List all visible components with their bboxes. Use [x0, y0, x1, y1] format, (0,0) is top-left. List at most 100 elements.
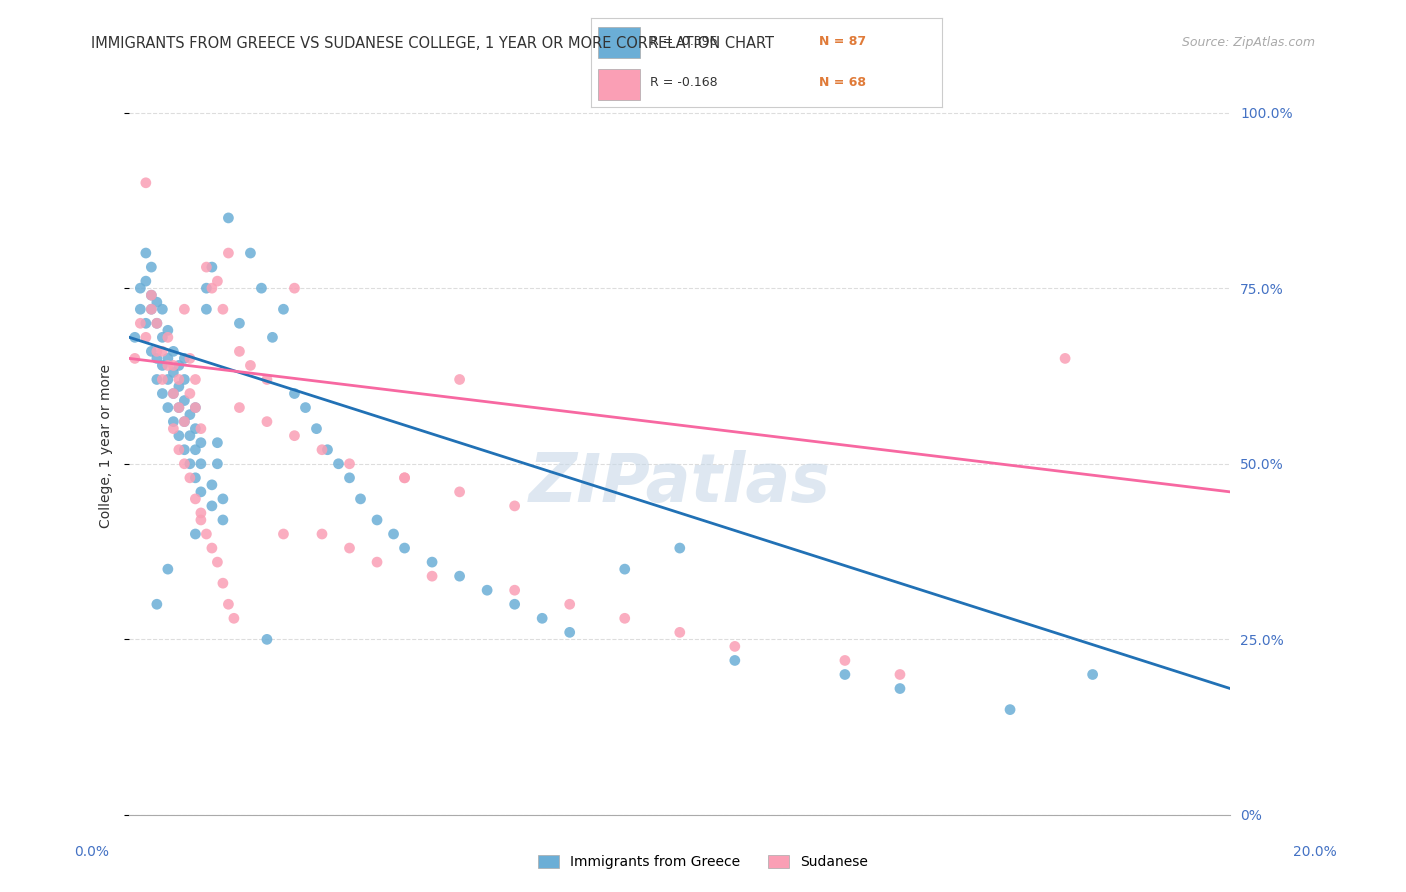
Point: [179, 457, 201, 471]
Point: [195, 260, 218, 274]
Point: [179, 408, 201, 422]
Point: [156, 372, 179, 386]
Point: [162, 366, 184, 380]
Point: [283, 386, 305, 401]
Point: [311, 527, 333, 541]
Point: [150, 302, 173, 317]
Point: [222, 611, 245, 625]
Point: [156, 401, 179, 415]
Point: [262, 330, 284, 344]
Point: [167, 359, 190, 373]
Point: [167, 401, 190, 415]
Point: [190, 513, 212, 527]
Point: [190, 484, 212, 499]
Point: [184, 471, 207, 485]
Point: [141, 288, 163, 302]
Point: [228, 344, 250, 359]
Point: [311, 442, 333, 457]
Text: Source: ZipAtlas.com: Source: ZipAtlas.com: [1181, 36, 1315, 49]
Point: [150, 330, 173, 344]
Point: [239, 359, 262, 373]
Point: [184, 401, 207, 415]
Point: [179, 351, 201, 366]
Point: [173, 415, 195, 429]
Point: [201, 478, 224, 492]
Point: [201, 281, 224, 295]
Point: [195, 302, 218, 317]
Point: [195, 527, 218, 541]
Point: [167, 428, 190, 442]
Point: [173, 415, 195, 429]
Point: [889, 681, 911, 696]
Point: [184, 527, 207, 541]
Point: [366, 555, 388, 569]
Point: [129, 281, 152, 295]
Point: [135, 316, 157, 330]
Point: [256, 632, 278, 647]
Point: [207, 435, 229, 450]
Point: [217, 246, 239, 260]
Point: [834, 667, 856, 681]
Point: [150, 372, 173, 386]
Point: [228, 316, 250, 330]
Point: [212, 302, 235, 317]
Point: [141, 260, 163, 274]
Point: [283, 428, 305, 442]
Text: R = -0.168: R = -0.168: [650, 77, 718, 89]
Text: R = -0.396: R = -0.396: [650, 36, 718, 48]
Point: [146, 316, 169, 330]
Point: [141, 302, 163, 317]
Point: [179, 471, 201, 485]
Y-axis label: College, 1 year or more: College, 1 year or more: [100, 364, 114, 528]
Point: [239, 246, 262, 260]
Point: [207, 274, 229, 288]
Point: [316, 442, 339, 457]
Point: [273, 302, 295, 317]
Point: [998, 703, 1021, 717]
Point: [179, 386, 201, 401]
Point: [668, 541, 690, 555]
Point: [382, 527, 405, 541]
Text: 20.0%: 20.0%: [1292, 845, 1337, 859]
Point: [141, 288, 163, 302]
Point: [162, 386, 184, 401]
Text: N = 87: N = 87: [818, 36, 866, 48]
Point: [156, 359, 179, 373]
Point: [366, 513, 388, 527]
Point: [156, 562, 179, 576]
Point: [394, 541, 416, 555]
Point: [184, 401, 207, 415]
Point: [449, 484, 471, 499]
Point: [724, 640, 747, 654]
Point: [394, 471, 416, 485]
Point: [558, 597, 581, 611]
Point: [212, 491, 235, 506]
Point: [162, 386, 184, 401]
Point: [449, 372, 471, 386]
Point: [503, 583, 526, 598]
Point: [162, 359, 184, 373]
Point: [179, 428, 201, 442]
Point: [305, 422, 328, 436]
Point: [129, 302, 152, 317]
Point: [613, 562, 636, 576]
Point: [156, 330, 179, 344]
Point: [190, 435, 212, 450]
Point: [212, 576, 235, 591]
Point: [184, 442, 207, 457]
FancyBboxPatch shape: [598, 69, 640, 100]
FancyBboxPatch shape: [598, 27, 640, 58]
Point: [162, 344, 184, 359]
Point: [135, 274, 157, 288]
Point: [889, 667, 911, 681]
Point: [250, 281, 273, 295]
Point: [283, 281, 305, 295]
Point: [1081, 667, 1104, 681]
Text: 0.0%: 0.0%: [75, 845, 108, 859]
Point: [217, 211, 239, 225]
Point: [207, 457, 229, 471]
Point: [201, 499, 224, 513]
Point: [173, 372, 195, 386]
Text: ZIPatlas: ZIPatlas: [529, 450, 831, 516]
Point: [420, 555, 443, 569]
